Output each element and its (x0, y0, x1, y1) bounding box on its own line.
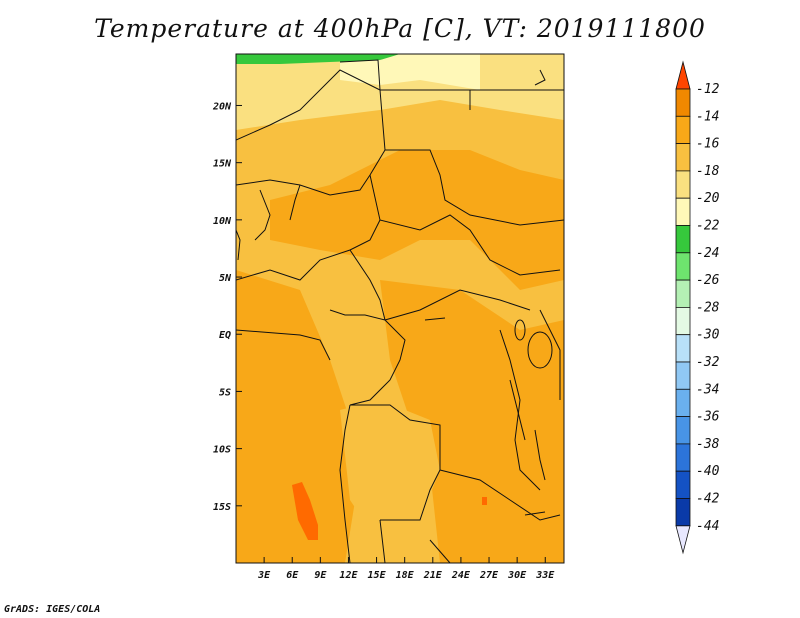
x-axis: 3E 6E 9E 12E 15E 18E 21E 24E 27E 30E 33E (257, 557, 555, 581)
colorbar-label: -20 (696, 191, 720, 206)
y-tick-label: 10S (213, 445, 231, 456)
colorbar-bin (675, 197, 691, 226)
field-hotspot-small (482, 497, 487, 505)
colorbar-bin (675, 279, 691, 308)
y-tick-label: 20N (212, 101, 232, 112)
colorbar-label: -22 (696, 219, 720, 234)
x-tick-label: 12E (339, 570, 358, 581)
field-north-lighter (340, 54, 480, 90)
colorbar-bin (675, 388, 691, 417)
colorbar-bin (675, 88, 691, 117)
lakes (424, 317, 553, 516)
x-tick-label: 6E (286, 570, 299, 581)
colorbar-bin (675, 443, 691, 472)
colorbar-label: -18 (696, 164, 720, 179)
colorbar-label: -24 (696, 246, 719, 261)
country-borders (236, 59, 564, 563)
x-tick-label: 33E (535, 570, 555, 581)
colorbar-bin (675, 143, 691, 172)
x-tick-label: 27E (479, 570, 499, 581)
field-north-band (270, 150, 564, 290)
field-ne-lighter (480, 54, 564, 85)
grads-credit: GrADS: IGES/COLA (4, 604, 101, 615)
colorbar-label: -12 (696, 82, 720, 97)
y-tick-label: 5N (219, 273, 232, 284)
x-tick-label: 30E (507, 570, 527, 581)
colorbar-label: -16 (696, 137, 720, 152)
colorbar-label: -26 (696, 273, 720, 288)
colorbar-label: -38 (696, 437, 720, 452)
colorbar-label: -34 (696, 382, 719, 397)
map-title: Temperature at 400hPa [C], VT: 201911180… (94, 14, 706, 43)
map-frame (235, 53, 565, 564)
field-hotspot (292, 482, 318, 540)
x-tick-label: 15E (368, 570, 387, 581)
colorbar-top-arrow (675, 60, 691, 90)
colorbar-bin (675, 334, 691, 363)
colorbar-bin (675, 498, 691, 527)
field-green-strip (236, 54, 400, 64)
x-tick-label: 9E (314, 570, 327, 581)
field-west-band (236, 270, 360, 563)
field-east-band (380, 280, 564, 563)
x-tick-label: 24E (451, 570, 471, 581)
colorbar-label: -40 (696, 464, 720, 479)
colorbar-label: -14 (696, 109, 719, 124)
colorbar-bin (675, 470, 691, 499)
colorbar-label: -28 (696, 300, 720, 315)
y-tick-label: 15S (213, 502, 231, 513)
colorbar: -12 -14 -16 -18 -20 -22 -24 -26 -28 -30 -32 -34 -36 -… (675, 60, 720, 555)
y-tick-label: 5S (219, 387, 231, 398)
y-tick-label: 15N (213, 159, 232, 170)
colorbar-bin (675, 170, 691, 199)
x-tick-label: 3E (257, 570, 271, 581)
y-tick-label: EQ (219, 330, 231, 341)
colorbar-bin (675, 361, 691, 390)
y-axis: 20N 15N 10N 5N EQ 5S 10S 15S (212, 101, 242, 513)
colorbar-bin (675, 416, 691, 445)
x-tick-label: 21E (423, 570, 443, 581)
y-tick-label: 10N (213, 216, 232, 227)
colorbar-label: -44 (696, 519, 719, 534)
temperature-field (236, 54, 564, 563)
coastline (236, 69, 546, 261)
colorbar-bottom-arrow (675, 525, 691, 555)
colorbar-bin (675, 252, 691, 281)
colorbar-label: -36 (696, 410, 720, 425)
colorbar-label: -30 (696, 328, 720, 343)
colorbar-label: -32 (696, 355, 720, 370)
x-tick-label: 18E (396, 570, 415, 581)
field-central-lighter (340, 400, 440, 530)
colorbar-label: -42 (696, 492, 720, 507)
colorbar-bin (675, 225, 691, 254)
colorbar-bin (675, 306, 691, 336)
colorbar-bin (675, 115, 691, 145)
